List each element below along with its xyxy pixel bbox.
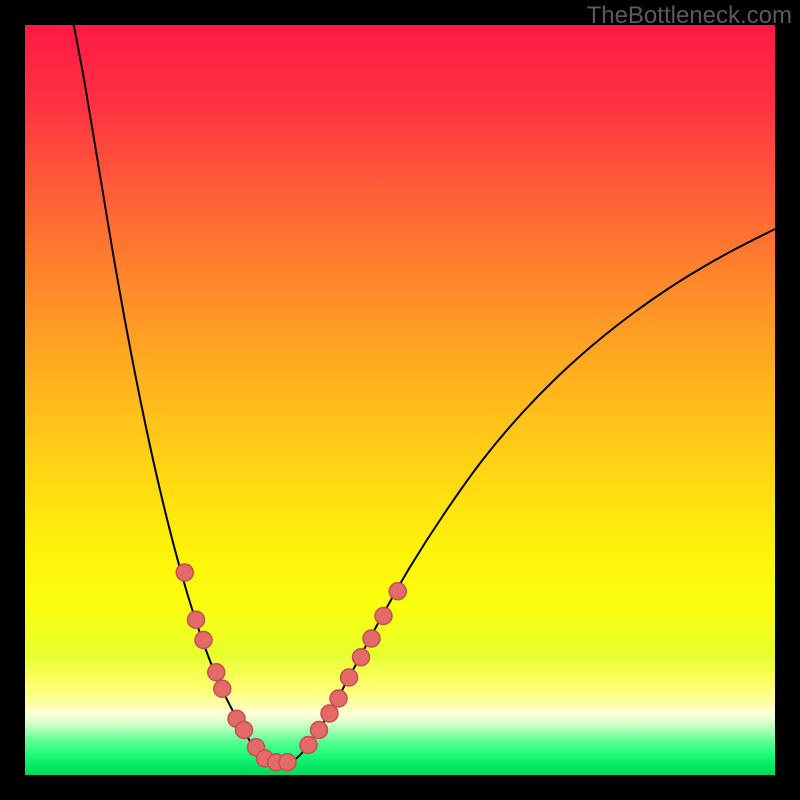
data-markers <box>176 564 406 771</box>
data-marker <box>188 611 205 628</box>
data-marker <box>363 630 380 647</box>
curve-layer <box>25 25 775 775</box>
data-marker <box>341 669 358 686</box>
chart-root: TheBottleneck.com <box>0 0 800 800</box>
plot-area <box>25 25 775 775</box>
data-marker <box>208 664 225 681</box>
data-marker <box>176 564 193 581</box>
data-marker <box>311 722 328 739</box>
data-marker <box>236 722 253 739</box>
data-marker <box>375 608 392 625</box>
data-marker <box>389 583 406 600</box>
data-marker <box>279 754 296 771</box>
data-marker <box>353 649 370 666</box>
bottleneck-curve <box>74 25 775 762</box>
data-marker <box>195 632 212 649</box>
data-marker <box>300 737 317 754</box>
data-marker <box>330 690 347 707</box>
watermark-text: TheBottleneck.com <box>587 2 792 30</box>
data-marker <box>321 705 338 722</box>
data-marker <box>214 680 231 697</box>
